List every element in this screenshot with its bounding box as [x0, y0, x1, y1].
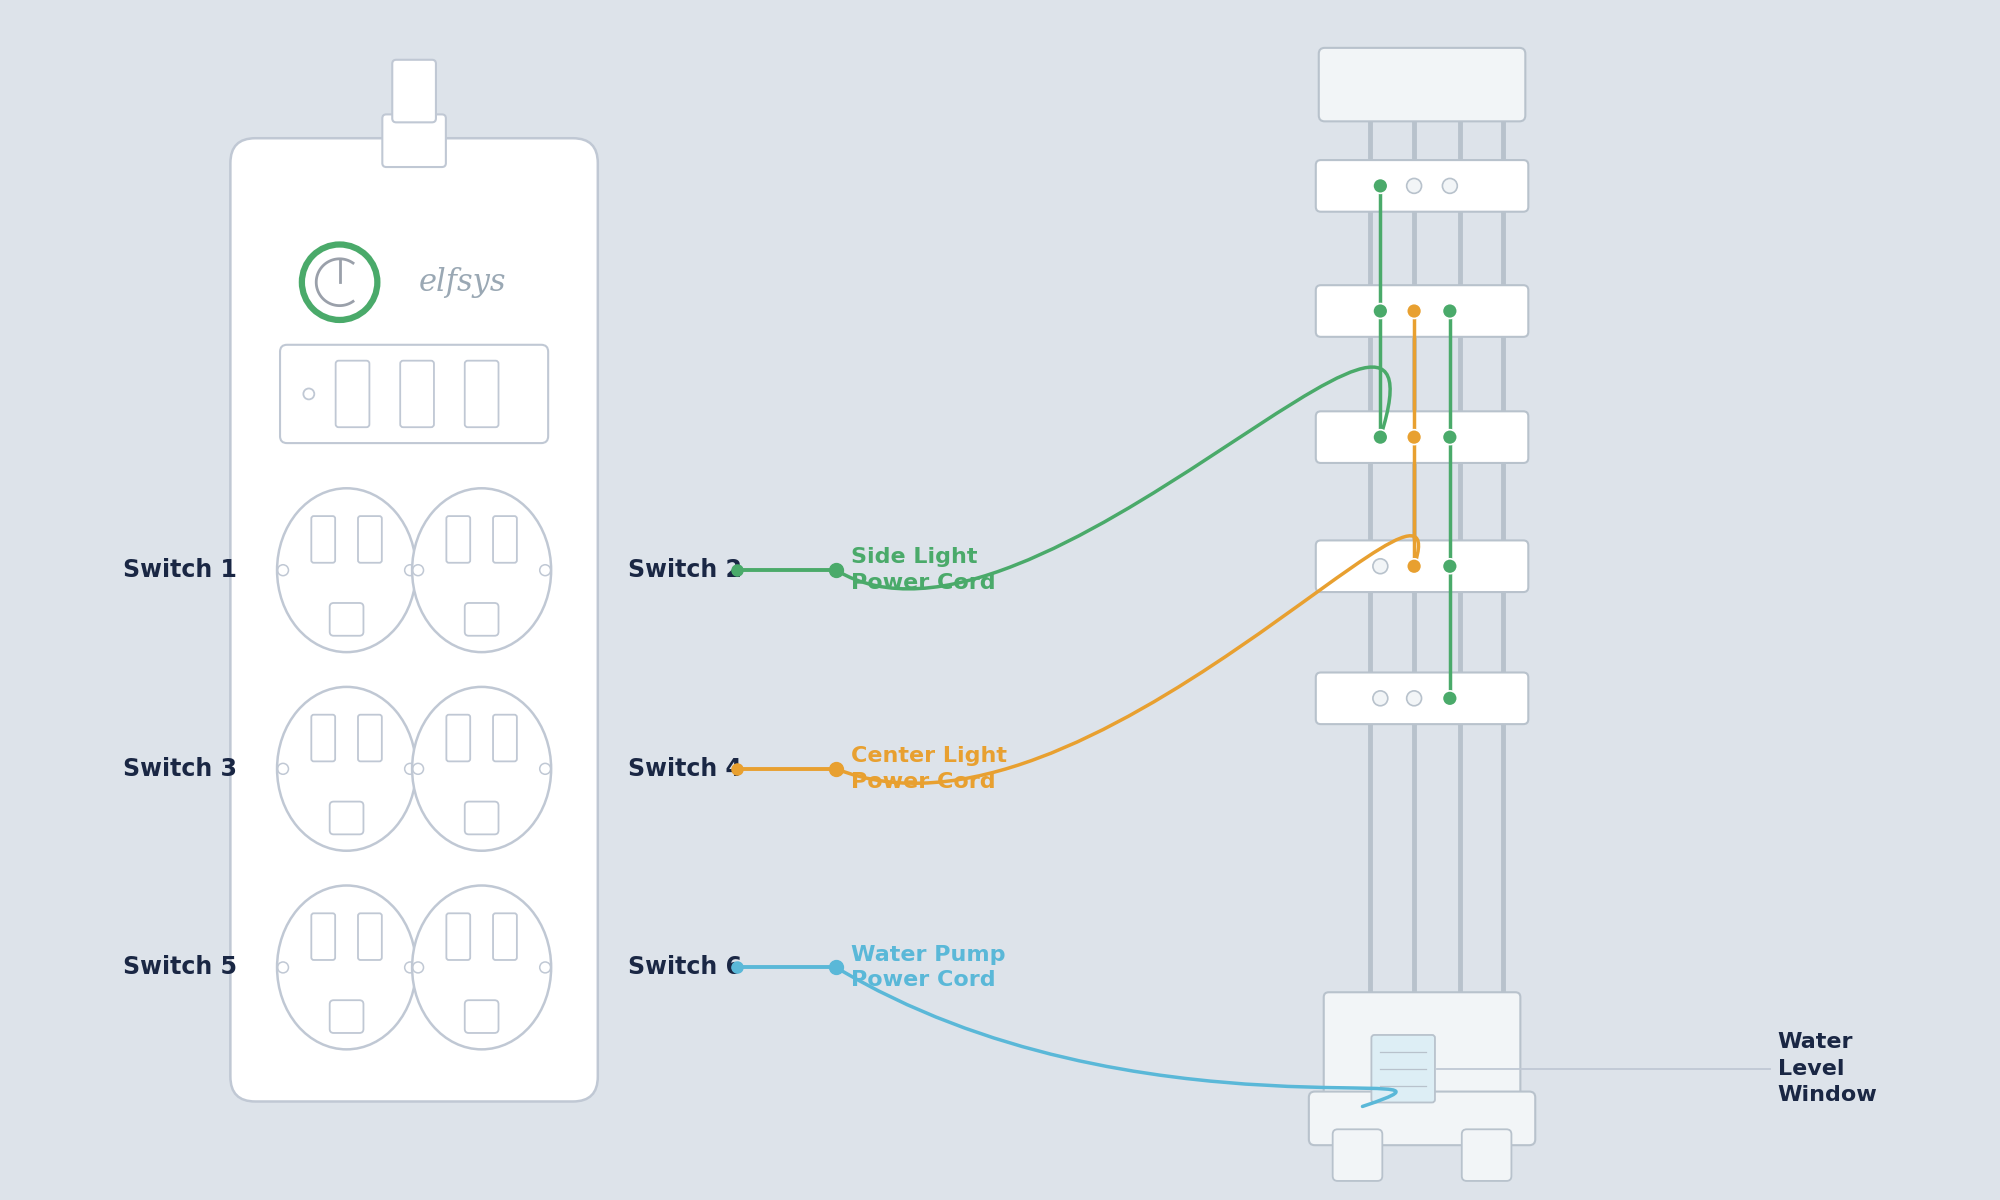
Ellipse shape: [278, 686, 416, 851]
FancyBboxPatch shape: [1316, 412, 1528, 463]
Text: elfsys: elfsys: [420, 266, 506, 298]
FancyBboxPatch shape: [494, 715, 516, 761]
FancyBboxPatch shape: [494, 516, 516, 563]
FancyBboxPatch shape: [1462, 1129, 1512, 1181]
Circle shape: [1372, 559, 1388, 574]
Text: Water
Level
Window: Water Level Window: [1778, 1032, 1878, 1105]
Circle shape: [1372, 430, 1388, 444]
FancyBboxPatch shape: [312, 715, 336, 761]
FancyBboxPatch shape: [1316, 540, 1528, 592]
Text: Switch 3: Switch 3: [124, 757, 238, 781]
FancyBboxPatch shape: [280, 344, 548, 443]
Ellipse shape: [412, 886, 552, 1049]
FancyBboxPatch shape: [336, 361, 370, 427]
Text: Switch 5: Switch 5: [124, 955, 238, 979]
Circle shape: [1406, 691, 1422, 706]
FancyBboxPatch shape: [230, 138, 598, 1102]
Circle shape: [1406, 179, 1422, 193]
Circle shape: [1442, 691, 1458, 706]
Ellipse shape: [412, 488, 552, 652]
Text: Switch 6: Switch 6: [628, 955, 742, 979]
FancyBboxPatch shape: [392, 60, 436, 122]
FancyBboxPatch shape: [464, 361, 498, 427]
Circle shape: [1372, 691, 1388, 706]
FancyBboxPatch shape: [1318, 48, 1526, 121]
FancyBboxPatch shape: [382, 114, 446, 167]
FancyBboxPatch shape: [446, 913, 470, 960]
FancyBboxPatch shape: [1372, 1034, 1434, 1103]
Ellipse shape: [412, 686, 552, 851]
FancyBboxPatch shape: [1308, 1092, 1536, 1145]
Circle shape: [1442, 304, 1458, 318]
Circle shape: [1372, 304, 1388, 318]
FancyBboxPatch shape: [464, 1001, 498, 1033]
FancyBboxPatch shape: [330, 602, 364, 636]
FancyBboxPatch shape: [494, 913, 516, 960]
Ellipse shape: [278, 886, 416, 1049]
FancyBboxPatch shape: [1316, 286, 1528, 337]
FancyBboxPatch shape: [330, 1001, 364, 1033]
FancyBboxPatch shape: [312, 913, 336, 960]
Circle shape: [1406, 559, 1422, 574]
Text: Switch 1: Switch 1: [124, 558, 238, 582]
FancyBboxPatch shape: [446, 516, 470, 563]
Circle shape: [1406, 430, 1422, 444]
Text: Side Light
Power Cord: Side Light Power Cord: [852, 547, 996, 593]
Text: Water Pump
Power Cord: Water Pump Power Cord: [852, 944, 1006, 990]
Circle shape: [1372, 179, 1388, 193]
FancyBboxPatch shape: [1316, 160, 1528, 211]
Circle shape: [1406, 304, 1422, 318]
FancyBboxPatch shape: [358, 516, 382, 563]
FancyBboxPatch shape: [1324, 992, 1520, 1111]
Circle shape: [1442, 430, 1458, 444]
Ellipse shape: [278, 488, 416, 652]
FancyBboxPatch shape: [312, 516, 336, 563]
FancyBboxPatch shape: [1332, 1129, 1382, 1181]
FancyBboxPatch shape: [358, 715, 382, 761]
Circle shape: [1442, 179, 1458, 193]
Text: Switch 4: Switch 4: [628, 757, 742, 781]
Circle shape: [302, 245, 378, 320]
FancyBboxPatch shape: [358, 913, 382, 960]
FancyBboxPatch shape: [446, 715, 470, 761]
FancyBboxPatch shape: [464, 602, 498, 636]
FancyBboxPatch shape: [464, 802, 498, 834]
FancyBboxPatch shape: [1316, 672, 1528, 724]
Text: Center Light
Power Cord: Center Light Power Cord: [852, 746, 1008, 792]
Circle shape: [1442, 559, 1458, 574]
FancyBboxPatch shape: [400, 361, 434, 427]
Text: Switch 2: Switch 2: [628, 558, 742, 582]
FancyBboxPatch shape: [330, 802, 364, 834]
